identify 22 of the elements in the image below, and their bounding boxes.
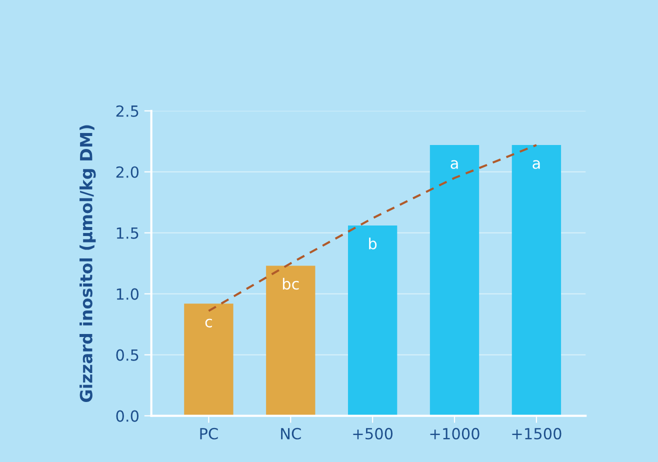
annotation: b bbox=[369, 238, 377, 250]
bar bbox=[512, 145, 562, 416]
y-tick-label: 0.5 bbox=[116, 349, 138, 361]
y-tick-label: 2.5 bbox=[116, 105, 138, 117]
x-tick-label: PC bbox=[200, 428, 218, 440]
y-tick-label: 2.0 bbox=[116, 166, 139, 178]
x-tick-label: +1000 bbox=[430, 428, 480, 440]
x-tick-label: NC bbox=[281, 428, 301, 440]
annotation: a bbox=[450, 160, 458, 169]
x-tick-label: +500 bbox=[353, 428, 393, 440]
annotation: c bbox=[205, 318, 212, 328]
y-axis-title: Gizzard inositol (µmol/kg DM) bbox=[80, 125, 96, 402]
y-tick-label: 0.0 bbox=[116, 410, 139, 422]
y-tick-label: 1.0 bbox=[116, 288, 139, 300]
x-tick-label: +1500 bbox=[512, 428, 562, 440]
annotation: bc bbox=[282, 278, 299, 290]
bar bbox=[184, 304, 234, 416]
bar bbox=[430, 145, 480, 416]
y-tick-label: 1.5 bbox=[116, 228, 138, 239]
bar bbox=[266, 266, 316, 416]
bar bbox=[348, 226, 398, 416]
annotation: a bbox=[532, 160, 540, 169]
